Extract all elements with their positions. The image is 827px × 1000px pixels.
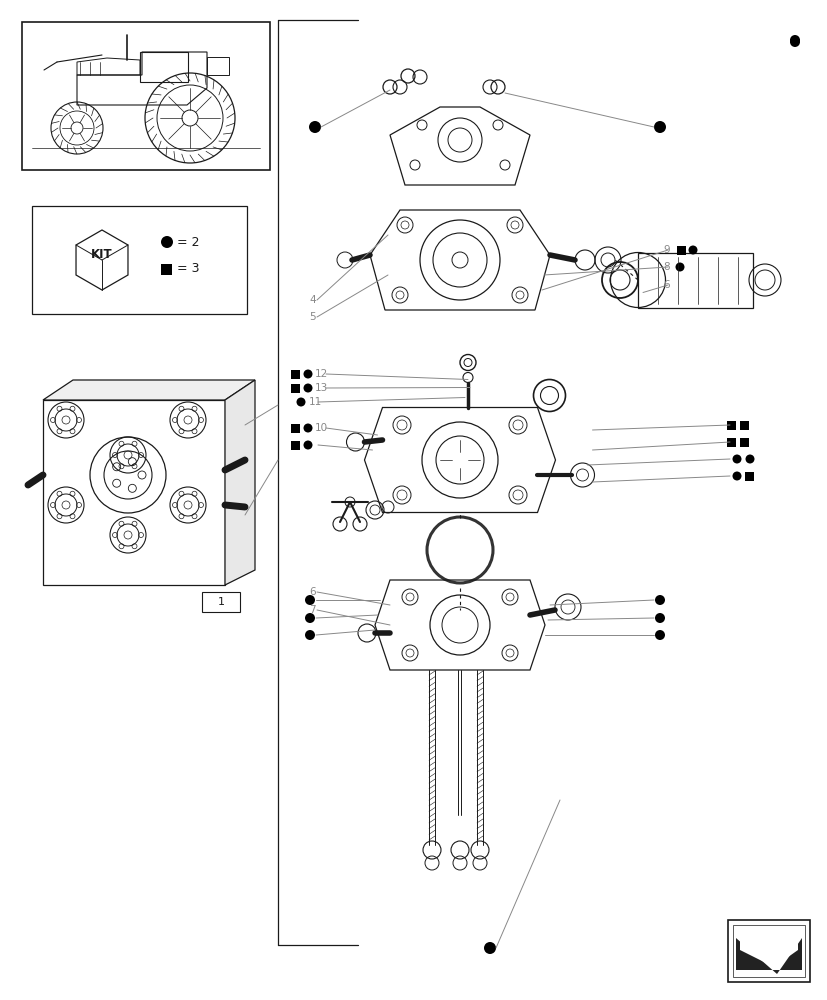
Polygon shape (732, 925, 804, 977)
Bar (207, 57, 229, 75)
Bar (291, 424, 300, 432)
Circle shape (744, 454, 753, 464)
Bar (739, 420, 748, 430)
Text: 5: 5 (309, 312, 316, 322)
Circle shape (304, 595, 314, 605)
Circle shape (688, 245, 696, 254)
Circle shape (484, 942, 495, 954)
Circle shape (160, 236, 173, 248)
Bar (291, 383, 300, 392)
Bar (676, 245, 686, 254)
Circle shape (654, 595, 664, 605)
Bar (727, 420, 735, 430)
Bar (291, 440, 300, 450)
Bar (739, 438, 748, 446)
Circle shape (308, 121, 321, 133)
Text: 6: 6 (309, 587, 316, 597)
Bar (202, 592, 240, 612)
Bar (43, 400, 225, 585)
Bar (22, 22, 270, 170)
Text: = 3: = 3 (177, 262, 199, 275)
Text: 6: 6 (662, 280, 669, 290)
Text: 7: 7 (309, 605, 316, 615)
Bar (161, 263, 172, 274)
Bar (291, 369, 300, 378)
Bar (727, 438, 735, 446)
Circle shape (304, 630, 314, 640)
Circle shape (654, 630, 664, 640)
Circle shape (789, 35, 799, 45)
Text: 12: 12 (314, 369, 327, 379)
Bar (140, 52, 188, 82)
Text: = 2: = 2 (177, 235, 199, 248)
Circle shape (304, 424, 312, 432)
Polygon shape (739, 930, 797, 967)
Circle shape (304, 369, 312, 378)
Polygon shape (735, 938, 801, 974)
Polygon shape (43, 380, 255, 400)
Text: 10: 10 (314, 423, 327, 433)
Circle shape (732, 454, 741, 464)
Bar (727, 920, 809, 982)
Circle shape (653, 121, 665, 133)
Bar (32, 206, 246, 314)
Circle shape (304, 383, 312, 392)
Text: 11: 11 (308, 397, 322, 407)
Bar (744, 472, 753, 481)
Circle shape (654, 613, 664, 623)
Text: 8: 8 (662, 262, 669, 272)
Text: 4: 4 (309, 295, 316, 305)
Text: 13: 13 (314, 383, 327, 393)
Circle shape (675, 262, 684, 271)
Circle shape (732, 472, 741, 481)
Text: 1: 1 (218, 597, 224, 607)
Circle shape (304, 613, 314, 623)
Text: KIT: KIT (91, 247, 112, 260)
Polygon shape (225, 380, 255, 585)
Circle shape (789, 37, 799, 47)
Circle shape (296, 397, 305, 406)
Circle shape (304, 440, 312, 450)
Text: 9: 9 (662, 245, 669, 255)
